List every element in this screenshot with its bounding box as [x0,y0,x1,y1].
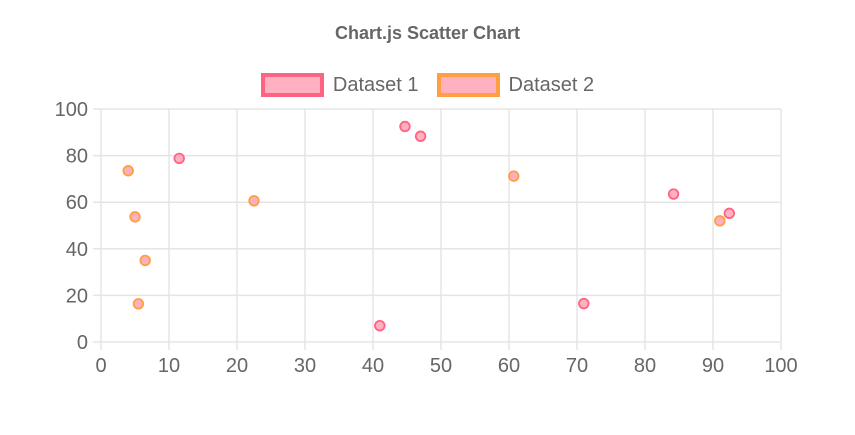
x-tick-label-70: 70 [566,355,588,377]
scatter-point-dataset2-1[interactable] [129,211,141,223]
y-tick-label-20: 20 [66,285,88,307]
legend-label-dataset-1: Dataset 1 [332,74,419,96]
y-tick-label-80: 80 [66,146,88,168]
x-tick-label-40: 40 [362,355,384,377]
scatter-point-dataset1-1[interactable] [374,319,386,332]
y-tick-label-60: 60 [66,192,88,214]
legend-label-dataset-2: Dataset 2 [508,74,595,96]
legend-swatch-dataset-1 [260,73,324,97]
legend-swatch-dataset-2 [436,73,500,97]
chart-title: Chart.js Scatter Chart [334,23,521,43]
scatter-point-dataset2-6[interactable] [714,215,726,227]
chart-legend: Dataset 1 Dataset 2 [0,73,855,97]
scatter-point-dataset1-3[interactable] [414,130,427,142]
x-tick-label-50: 50 [430,355,452,377]
scatter-point-dataset2-0[interactable] [122,165,134,177]
x-tick-label-90: 90 [702,355,724,377]
scatter-point-dataset2-4[interactable] [248,195,260,207]
x-tick-label-20: 20 [226,355,248,377]
x-tick-label-0: 0 [95,355,106,377]
x-tick-label-80: 80 [634,355,656,377]
scatter-point-dataset2-2[interactable] [132,298,145,310]
scatter-point-dataset1-2[interactable] [399,120,411,133]
scatter-point-dataset1-0[interactable] [173,152,185,165]
x-tick-label-10: 10 [158,355,180,377]
y-tick-label-0: 0 [77,332,88,354]
x-tick-label-60: 60 [498,355,520,377]
scatter-point-dataset1-4[interactable] [578,297,590,310]
x-tick-label-30: 30 [294,355,316,377]
scatter-point-dataset2-5[interactable] [508,170,520,182]
scatter-point-dataset2-3[interactable] [139,254,151,267]
legend-item-dataset-1[interactable]: Dataset 1 [260,73,419,97]
scatter-point-dataset1-6[interactable] [723,207,736,220]
x-tick-label-100: 100 [764,355,797,377]
y-tick-label-40: 40 [66,239,88,261]
scatter-point-dataset1-5[interactable] [667,188,680,200]
y-tick-label-100: 100 [55,99,88,121]
legend-item-dataset-2[interactable]: Dataset 2 [436,73,595,97]
